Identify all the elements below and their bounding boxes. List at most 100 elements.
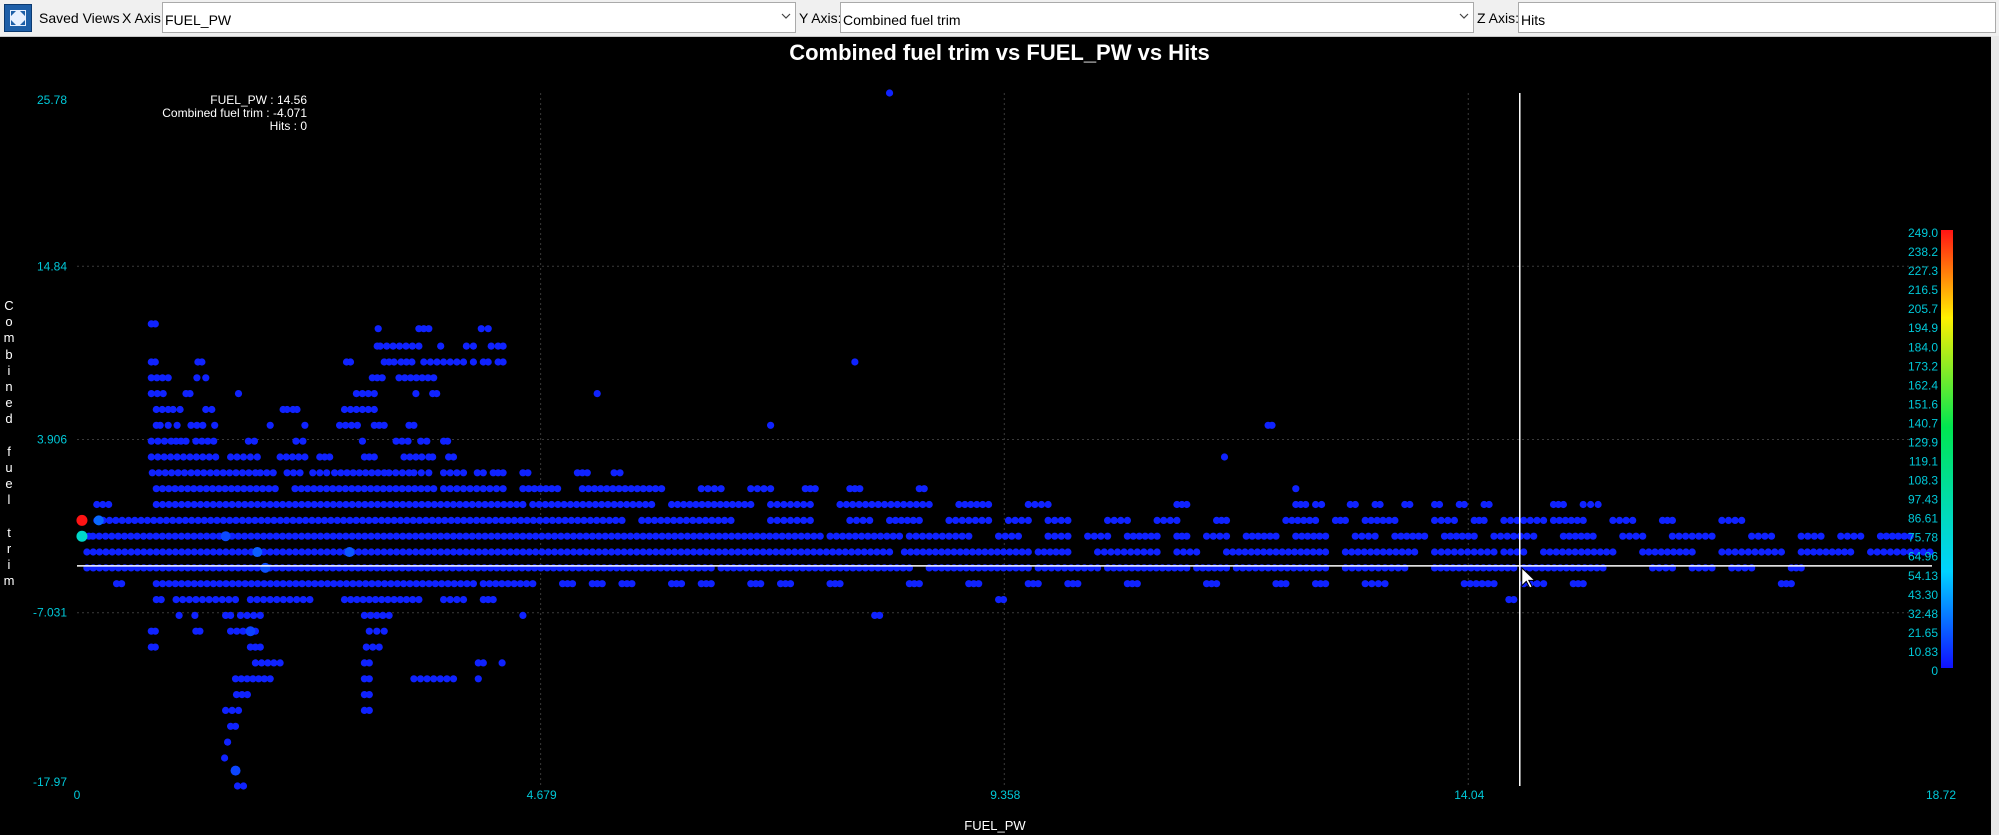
data-point — [266, 580, 274, 588]
data-point — [1351, 532, 1359, 540]
data-point — [243, 611, 251, 620]
data-point — [253, 596, 261, 604]
data-point — [456, 532, 464, 540]
data-point — [1058, 548, 1066, 556]
data-point — [329, 485, 337, 493]
data-point — [431, 580, 439, 588]
data-point — [658, 485, 666, 493]
data-point — [219, 516, 227, 525]
data-point — [1579, 580, 1587, 588]
data-point — [147, 437, 155, 445]
data-point — [154, 437, 162, 445]
data-point — [1147, 532, 1155, 540]
data-point — [846, 485, 854, 493]
data-point — [203, 500, 211, 509]
data-point — [487, 500, 495, 509]
data-point — [329, 500, 337, 509]
data-point — [1771, 548, 1779, 556]
data-point — [89, 532, 97, 540]
data-point — [485, 580, 494, 588]
data-point — [747, 580, 755, 588]
data-point — [1663, 516, 1671, 525]
expand-icon[interactable] — [4, 4, 32, 32]
data-point — [405, 500, 413, 509]
data-point — [206, 469, 214, 477]
data-point — [228, 500, 236, 509]
data-point — [1455, 500, 1463, 509]
data-point — [1437, 548, 1445, 556]
vertical-scrollbar[interactable] — [1991, 36, 1999, 835]
data-point — [639, 532, 647, 540]
data-point — [494, 469, 502, 477]
data-point — [198, 437, 206, 445]
data-point — [874, 500, 882, 509]
y-axis-select[interactable]: Combined fuel trim — [840, 2, 1474, 33]
data-point — [139, 532, 148, 540]
data-point — [721, 516, 729, 525]
data-point — [1787, 580, 1795, 588]
data-point — [1906, 548, 1914, 556]
z-axis-select[interactable]: Hits — [1518, 2, 1996, 33]
data-point — [360, 485, 368, 493]
data-point — [256, 469, 264, 477]
saved-views-button[interactable]: Saved Views — [39, 10, 120, 26]
readout-y: Combined fuel trim : -4.071 — [162, 106, 307, 120]
data-point — [247, 532, 255, 540]
data-point — [791, 532, 799, 540]
data-point — [910, 580, 918, 588]
data-point — [1804, 532, 1812, 540]
data-point — [759, 532, 767, 540]
data-point — [702, 580, 710, 588]
data-point — [897, 516, 906, 525]
data-point — [1217, 516, 1226, 525]
data-point — [644, 516, 652, 525]
data-point — [704, 485, 712, 493]
data-point — [1782, 580, 1790, 588]
data-point — [392, 485, 400, 493]
color-scale-label: 21.65 — [1908, 626, 1938, 640]
data-point — [491, 516, 500, 525]
data-point — [360, 611, 368, 620]
data-point — [309, 469, 317, 477]
data-point — [958, 532, 966, 540]
data-point — [1373, 548, 1381, 556]
data-point — [251, 516, 259, 525]
color-scale-label: 10.83 — [1908, 645, 1938, 659]
data-point — [870, 532, 878, 540]
data-point — [1297, 548, 1305, 556]
data-point — [120, 532, 129, 540]
data-point — [633, 548, 641, 556]
data-point — [1484, 580, 1492, 588]
data-point — [173, 453, 181, 461]
data-point — [747, 532, 755, 540]
x-axis-select[interactable]: FUEL_PW — [162, 2, 796, 33]
data-point — [468, 548, 476, 556]
data-point — [475, 548, 483, 556]
data-point — [367, 532, 375, 540]
data-point — [715, 532, 723, 540]
data-point — [525, 548, 533, 556]
data-point — [468, 500, 476, 509]
data-point — [446, 469, 454, 477]
data-point — [143, 516, 151, 525]
data-point — [800, 516, 808, 525]
data-point — [364, 390, 372, 398]
data-point — [159, 548, 167, 556]
color-scale-label: 129.9 — [1908, 435, 1938, 449]
data-point — [367, 611, 375, 620]
data-point — [361, 532, 369, 540]
data-point — [1057, 516, 1065, 525]
data-point — [434, 516, 443, 525]
data-point — [150, 516, 158, 525]
data-point — [411, 485, 419, 493]
data-point — [244, 437, 252, 445]
data-point — [254, 580, 262, 588]
data-point — [475, 500, 483, 509]
data-point — [1675, 532, 1683, 540]
data-point — [215, 485, 223, 493]
data-point — [710, 485, 719, 493]
data-point — [416, 675, 425, 683]
x-axis-value: FUEL_PW — [165, 12, 232, 28]
data-point — [786, 500, 795, 509]
